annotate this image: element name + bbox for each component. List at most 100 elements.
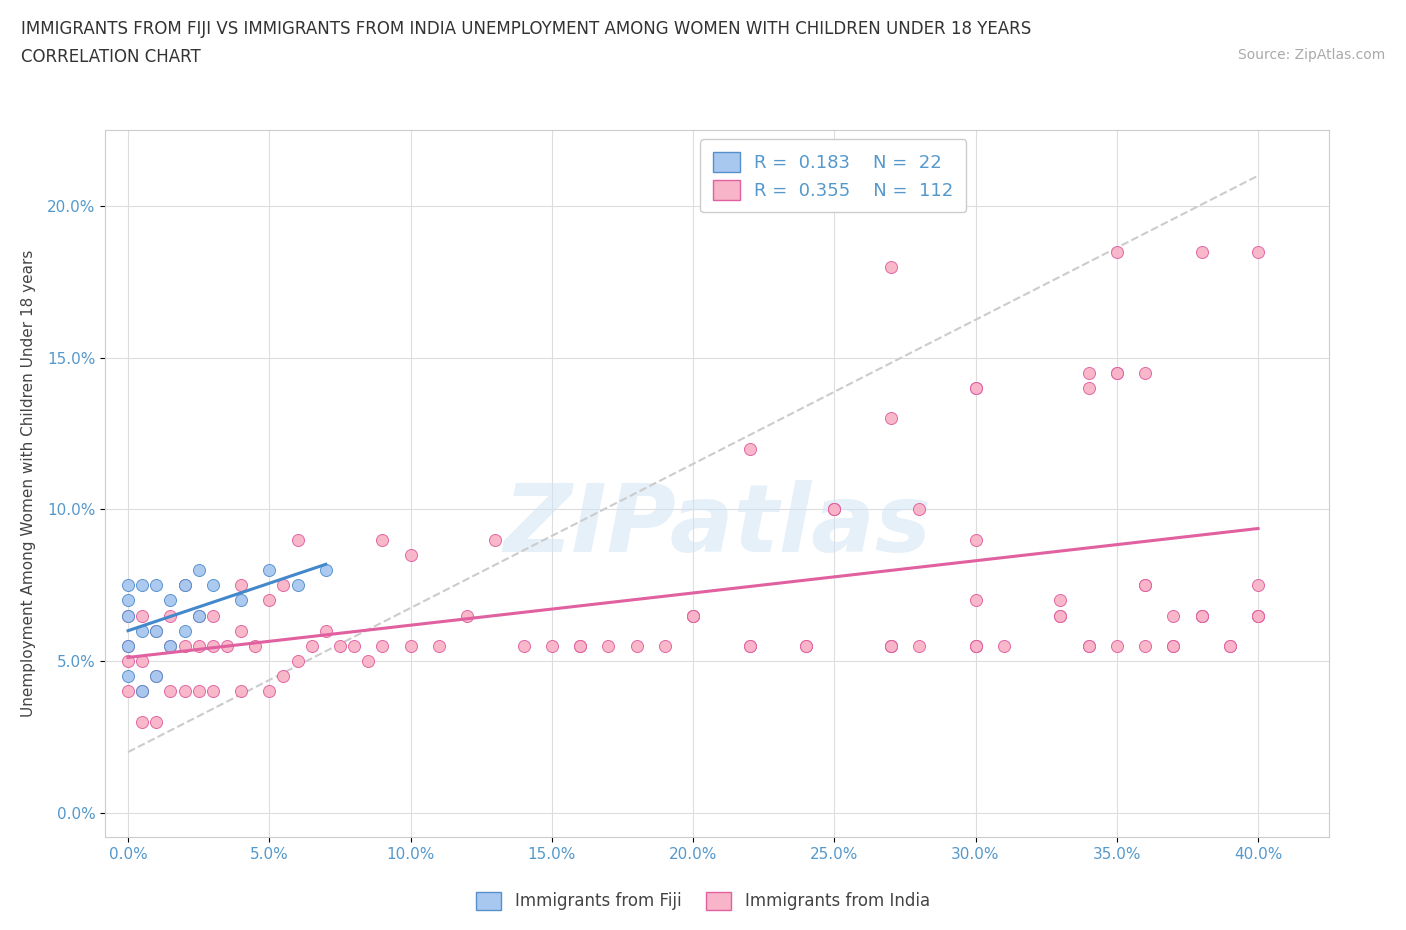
Text: IMMIGRANTS FROM FIJI VS IMMIGRANTS FROM INDIA UNEMPLOYMENT AMONG WOMEN WITH CHIL: IMMIGRANTS FROM FIJI VS IMMIGRANTS FROM …	[21, 20, 1032, 38]
Point	[598, 639, 620, 654]
Point	[880, 639, 903, 654]
Point	[1077, 380, 1099, 395]
Text: CORRELATION CHART: CORRELATION CHART	[21, 48, 201, 66]
Point	[738, 639, 761, 654]
Point	[399, 639, 422, 654]
Point	[131, 578, 153, 592]
Point	[229, 684, 252, 698]
Point	[399, 548, 422, 563]
Point	[1077, 365, 1099, 380]
Point	[145, 714, 167, 729]
Legend: Immigrants from Fiji, Immigrants from India: Immigrants from Fiji, Immigrants from In…	[470, 885, 936, 917]
Point	[1191, 608, 1213, 623]
Point	[173, 578, 195, 592]
Point	[1133, 578, 1156, 592]
Point	[965, 532, 987, 547]
Point	[117, 608, 139, 623]
Point	[1191, 244, 1213, 259]
Point	[215, 639, 238, 654]
Point	[965, 380, 987, 395]
Point	[131, 684, 153, 698]
Point	[569, 639, 592, 654]
Point	[173, 623, 195, 638]
Point	[794, 639, 817, 654]
Point	[626, 639, 648, 654]
Point	[173, 578, 195, 592]
Point	[654, 639, 676, 654]
Point	[159, 639, 181, 654]
Point	[243, 639, 266, 654]
Point	[1161, 608, 1184, 623]
Point	[259, 563, 281, 578]
Point	[823, 502, 845, 517]
Point	[301, 639, 323, 654]
Point	[682, 608, 704, 623]
Point	[1219, 639, 1241, 654]
Point	[965, 593, 987, 608]
Point	[794, 639, 817, 654]
Point	[329, 639, 352, 654]
Point	[131, 714, 153, 729]
Point	[1105, 365, 1128, 380]
Point	[569, 639, 592, 654]
Text: Source: ZipAtlas.com: Source: ZipAtlas.com	[1237, 48, 1385, 62]
Point	[540, 639, 562, 654]
Point	[1133, 365, 1156, 380]
Point	[1077, 639, 1099, 654]
Point	[287, 578, 309, 592]
Point	[1191, 608, 1213, 623]
Point	[287, 532, 309, 547]
Point	[880, 259, 903, 274]
Point	[1105, 365, 1128, 380]
Point	[1247, 608, 1270, 623]
Point	[738, 639, 761, 654]
Point	[965, 639, 987, 654]
Point	[1077, 639, 1099, 654]
Point	[173, 684, 195, 698]
Point	[484, 532, 506, 547]
Point	[1247, 608, 1270, 623]
Point	[117, 578, 139, 592]
Point	[187, 608, 209, 623]
Point	[229, 593, 252, 608]
Point	[131, 608, 153, 623]
Point	[145, 669, 167, 684]
Point	[1105, 244, 1128, 259]
Point	[117, 639, 139, 654]
Point	[145, 669, 167, 684]
Point	[159, 639, 181, 654]
Point	[908, 502, 931, 517]
Point	[1049, 608, 1071, 623]
Point	[738, 441, 761, 456]
Point	[965, 639, 987, 654]
Point	[880, 639, 903, 654]
Point	[117, 608, 139, 623]
Point	[993, 639, 1015, 654]
Point	[201, 608, 224, 623]
Point	[371, 639, 394, 654]
Point	[201, 578, 224, 592]
Point	[682, 608, 704, 623]
Point	[187, 563, 209, 578]
Point	[1161, 639, 1184, 654]
Point	[371, 532, 394, 547]
Point	[315, 563, 337, 578]
Point	[1191, 608, 1213, 623]
Point	[159, 684, 181, 698]
Point	[456, 608, 478, 623]
Y-axis label: Unemployment Among Women with Children Under 18 years: Unemployment Among Women with Children U…	[21, 250, 37, 717]
Point	[273, 578, 295, 592]
Point	[315, 623, 337, 638]
Point	[273, 669, 295, 684]
Point	[145, 623, 167, 638]
Point	[117, 593, 139, 608]
Point	[357, 654, 380, 669]
Point	[201, 639, 224, 654]
Point	[259, 593, 281, 608]
Point	[682, 608, 704, 623]
Point	[259, 684, 281, 698]
Point	[145, 623, 167, 638]
Point	[823, 502, 845, 517]
Point	[965, 639, 987, 654]
Point	[823, 502, 845, 517]
